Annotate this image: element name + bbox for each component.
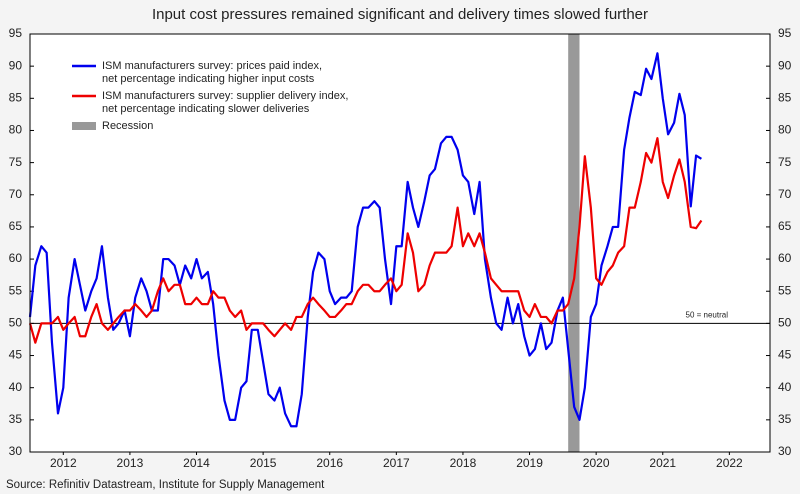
y2-tick-label: 55 xyxy=(778,283,792,297)
y2-tick-label: 40 xyxy=(778,380,792,394)
y-tick-label: 75 xyxy=(9,155,23,169)
x-tick-label: 2019 xyxy=(516,456,543,470)
y2-tick-label: 85 xyxy=(778,90,792,104)
x-tick-label: 2020 xyxy=(583,456,610,470)
plot-area xyxy=(30,34,770,452)
x-tick-label: 2018 xyxy=(450,456,477,470)
y-tick-label: 65 xyxy=(9,219,23,233)
y-tick-label: 60 xyxy=(9,251,23,265)
y-tick-label: 55 xyxy=(9,283,23,297)
x-tick-label: 2022 xyxy=(716,456,743,470)
y2-tick-label: 30 xyxy=(778,444,792,458)
y-tick-label: 40 xyxy=(9,380,23,394)
x-tick-label: 2021 xyxy=(649,456,676,470)
y-tick-label: 85 xyxy=(9,90,23,104)
y2-tick-label: 65 xyxy=(778,219,792,233)
y-tick-label: 90 xyxy=(9,58,23,72)
y2-tick-label: 80 xyxy=(778,123,792,137)
legend-label-line: ISM manufacturers survey: supplier deliv… xyxy=(102,90,348,102)
y-tick-label: 35 xyxy=(9,412,23,426)
y-tick-label: 45 xyxy=(9,348,23,362)
legend-swatch xyxy=(72,122,96,130)
y2-tick-label: 60 xyxy=(778,251,792,265)
y2-tick-label: 35 xyxy=(778,412,792,426)
y-tick-label: 95 xyxy=(9,26,23,40)
legend-label: Recession xyxy=(102,120,153,132)
y2-tick-label: 50 xyxy=(778,316,792,330)
plot-frame xyxy=(29,33,771,453)
x-tick-label: 2013 xyxy=(117,456,144,470)
annotation: 50 = neutral xyxy=(686,310,729,319)
legend-label-line: ISM manufacturers survey: prices paid in… xyxy=(102,60,322,72)
legend-label-line: net percentage indicating slower deliver… xyxy=(102,103,310,115)
source: Source: Refinitiv Datastream, Institute … xyxy=(6,479,325,491)
y-tick-label: 50 xyxy=(9,316,23,330)
y-tick-label: 30 xyxy=(9,444,23,458)
chart-title: Input cost pressures remained significan… xyxy=(152,6,648,23)
x-tick-label: 2015 xyxy=(250,456,277,470)
y2-tick-label: 70 xyxy=(778,187,792,201)
legend-label: ISM manufacturers survey: supplier deliv… xyxy=(102,90,348,115)
y2-tick-label: 95 xyxy=(778,26,792,40)
y-tick-label: 80 xyxy=(9,123,23,137)
x-tick-label: 2012 xyxy=(50,456,77,470)
x-tick-label: 2016 xyxy=(316,456,343,470)
y-tick-label: 70 xyxy=(9,187,23,201)
series-line xyxy=(28,137,703,344)
series-line xyxy=(28,52,702,428)
legend-label-line: net percentage indicating higher input c… xyxy=(102,73,315,85)
y2-tick-label: 90 xyxy=(778,58,792,72)
legend-label: ISM manufacturers survey: prices paid in… xyxy=(102,60,322,85)
y2-tick-label: 75 xyxy=(778,155,792,169)
x-tick-label: 2017 xyxy=(383,456,410,470)
y2-tick-label: 45 xyxy=(778,348,792,362)
recession-band xyxy=(568,34,580,452)
x-tick-label: 2014 xyxy=(183,456,210,470)
